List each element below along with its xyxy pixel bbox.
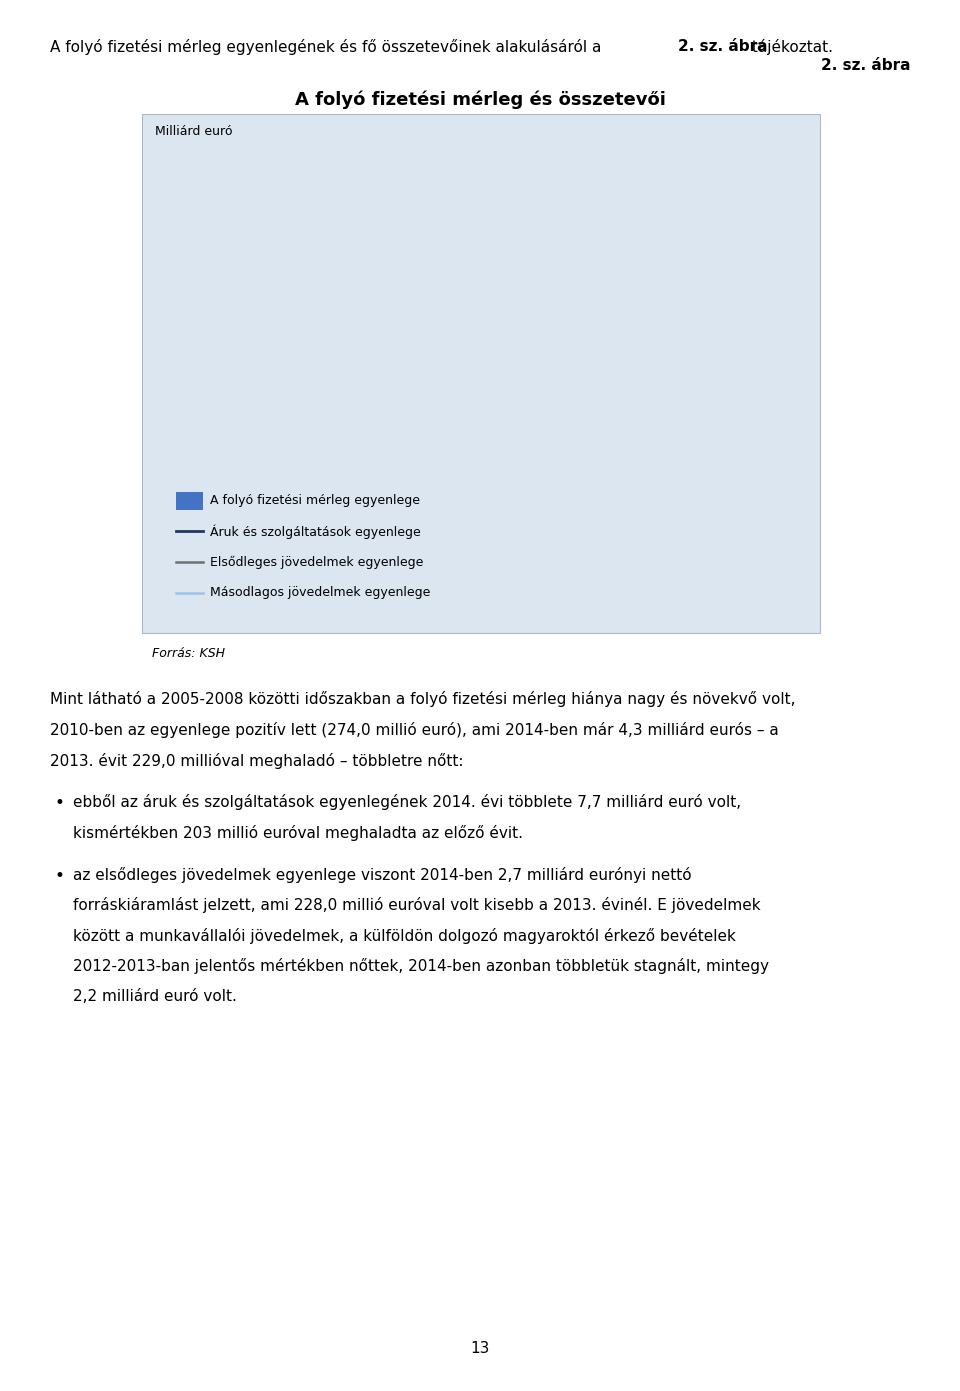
Text: A folyó fizetési mérleg és összetevői: A folyó fizetési mérleg és összetevői xyxy=(295,90,665,108)
Text: között a munkavállalói jövedelmek, a külföldön dolgozó magyaroktól érkező bevéte: között a munkavállalói jövedelmek, a kül… xyxy=(73,928,735,944)
Bar xyxy=(580,346,612,356)
Text: Forrás: KSH: Forrás: KSH xyxy=(152,647,225,659)
Text: •: • xyxy=(55,794,64,812)
Text: Elsődleges jövedelmek egyenlege: Elsődleges jövedelmek egyenlege xyxy=(210,555,423,569)
Bar xyxy=(758,303,791,356)
Text: Mint látható a 2005-2008 közötti időszakban a folyó fizetési mérleg hiánya nagy : Mint látható a 2005-2008 közötti időszak… xyxy=(50,691,796,708)
Text: az elsődleges jövedelmek egyenlege viszont 2014-ben 2,7 milliárd eurónyi nettó: az elsődleges jövedelmek egyenlege viszo… xyxy=(73,867,691,883)
Text: 2010-ben az egyenlege pozitív lett (274,0 millió euró), ami 2014-ben már 4,3 mil: 2010-ben az egyenlege pozitív lett (274,… xyxy=(50,722,779,739)
Text: •: • xyxy=(55,867,64,885)
Text: 2,2 milliárd euró volt.: 2,2 milliárd euró volt. xyxy=(73,989,237,1004)
Text: 2013. évit 229,0 millióval meghaladó – többletre nőtt:: 2013. évit 229,0 millióval meghaladó – t… xyxy=(50,753,464,769)
Text: ebből az áruk és szolgáltatások egyenlegének 2014. évi többlete 7,7 milliárd eur: ebből az áruk és szolgáltatások egyenleg… xyxy=(73,794,741,811)
Bar xyxy=(520,353,553,356)
Text: kismértékben 203 millió euróval meghaladta az előző évit.: kismértékben 203 millió euróval meghalad… xyxy=(73,825,523,842)
Text: A folyó fizetési mérleg egyenlegének és fő összetevőinek alakulásáról a: A folyó fizetési mérleg egyenlegének és … xyxy=(50,39,606,56)
Bar xyxy=(699,306,732,356)
Text: 13: 13 xyxy=(470,1341,490,1356)
Bar xyxy=(224,356,256,374)
Bar xyxy=(402,356,435,447)
Bar xyxy=(639,332,672,356)
Text: Másodlagos jövedelmek egyenlege: Másodlagos jövedelmek egyenlege xyxy=(210,586,431,600)
Text: 2012-2013-ban jelentős mértékben nőttek, 2014-ben azonban többletük stagnált, mi: 2012-2013-ban jelentős mértékben nőttek,… xyxy=(73,958,769,975)
Text: 2. sz. ábra: 2. sz. ábra xyxy=(821,58,910,74)
Bar xyxy=(343,356,375,438)
Text: A folyó fizetési mérleg egyenlege: A folyó fizetési mérleg egyenlege xyxy=(210,494,420,508)
Text: forráskiáramlást jelzett, ami 228,0 millió euróval volt kisebb a 2013. évinél. E: forráskiáramlást jelzett, ami 228,0 mill… xyxy=(73,897,760,914)
Text: 2. sz. ábra: 2. sz. ábra xyxy=(678,39,767,54)
Bar xyxy=(283,356,316,433)
Text: Áruk és szolgáltatások egyenlege: Áruk és szolgáltatások egyenlege xyxy=(210,524,421,538)
Bar xyxy=(462,356,494,360)
Text: Milliárd euró: Milliárd euró xyxy=(155,125,232,138)
Text: tájékoztat.: tájékoztat. xyxy=(747,39,833,56)
